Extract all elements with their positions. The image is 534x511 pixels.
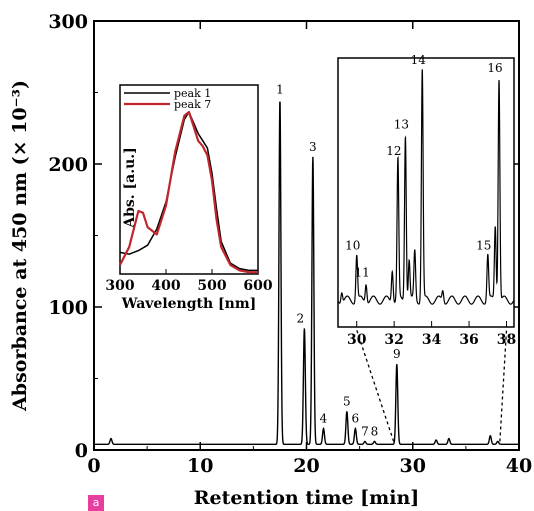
x-tick-label: 0: [87, 455, 100, 477]
zoom-peak-label-13: 13: [394, 117, 409, 131]
spectrum-series-2: [119, 110, 258, 274]
peak-label-9: 9: [393, 347, 401, 361]
peak-label-3: 3: [309, 140, 317, 154]
peak-label-4: 4: [320, 412, 328, 426]
zoom-x-tick-label: 38: [497, 332, 516, 348]
zoom-peak-label-15: 15: [476, 238, 491, 252]
peak-label-2: 2: [297, 311, 305, 325]
y-tick-label: 200: [48, 154, 88, 176]
zoom-trace: [337, 69, 515, 305]
zoom-connector-right: [499, 329, 508, 442]
y-tick-label: 300: [48, 11, 88, 33]
y-axis-title: Absorbance at 450 nm (× 10⁻³): [9, 80, 31, 412]
peak-label-5: 5: [343, 394, 351, 408]
zoom-peak-label-10: 10: [345, 238, 360, 252]
y-tick-label: 0: [75, 440, 88, 462]
peak-label-7: 7: [361, 424, 369, 438]
peak-label-1: 1: [276, 83, 284, 97]
zoom-x-tick-label: 36: [459, 332, 478, 348]
spectrum-x-tick-label: 600: [243, 278, 272, 294]
y-tick-label: 100: [48, 297, 88, 319]
x-axis-title: Retention time [min]: [194, 487, 420, 509]
zoom-peak-label-11: 11: [354, 265, 369, 279]
zoom-inset-frame: [337, 57, 515, 328]
zoom-x-tick-label: 34: [422, 332, 442, 348]
x-tick-label: 30: [400, 455, 426, 477]
legend-label-1: peak 1: [174, 87, 211, 100]
legend-label-2: peak 7: [174, 98, 211, 111]
spectrum-y-axis-title: Abs. [a.u.]: [122, 147, 138, 229]
zoom-peak-label-16: 16: [487, 61, 502, 75]
spectrum-x-axis-title: Wavelength [nm]: [121, 296, 257, 312]
peak-label-8: 8: [371, 424, 379, 438]
figure-panel-badge: a: [88, 495, 104, 511]
spectrum-x-tick-label: 500: [197, 278, 226, 294]
zoom-connector-left: [356, 329, 395, 442]
spectrum-x-tick-label: 400: [151, 278, 180, 294]
zoom-x-tick-label: 30: [347, 332, 367, 348]
spectrum-inset-frame: [119, 84, 259, 275]
chromatogram-trace: [94, 101, 519, 445]
spectrum-x-tick-label: 300: [105, 278, 134, 294]
x-tick-label: 10: [187, 455, 213, 477]
peak-label-6: 6: [352, 412, 360, 426]
x-tick-label: 40: [506, 455, 532, 477]
zoom-peak-label-12: 12: [386, 144, 401, 158]
zoom-x-tick-label: 32: [384, 332, 403, 348]
x-tick-label: 20: [293, 455, 319, 477]
zoom-peak-label-14: 14: [411, 53, 427, 67]
